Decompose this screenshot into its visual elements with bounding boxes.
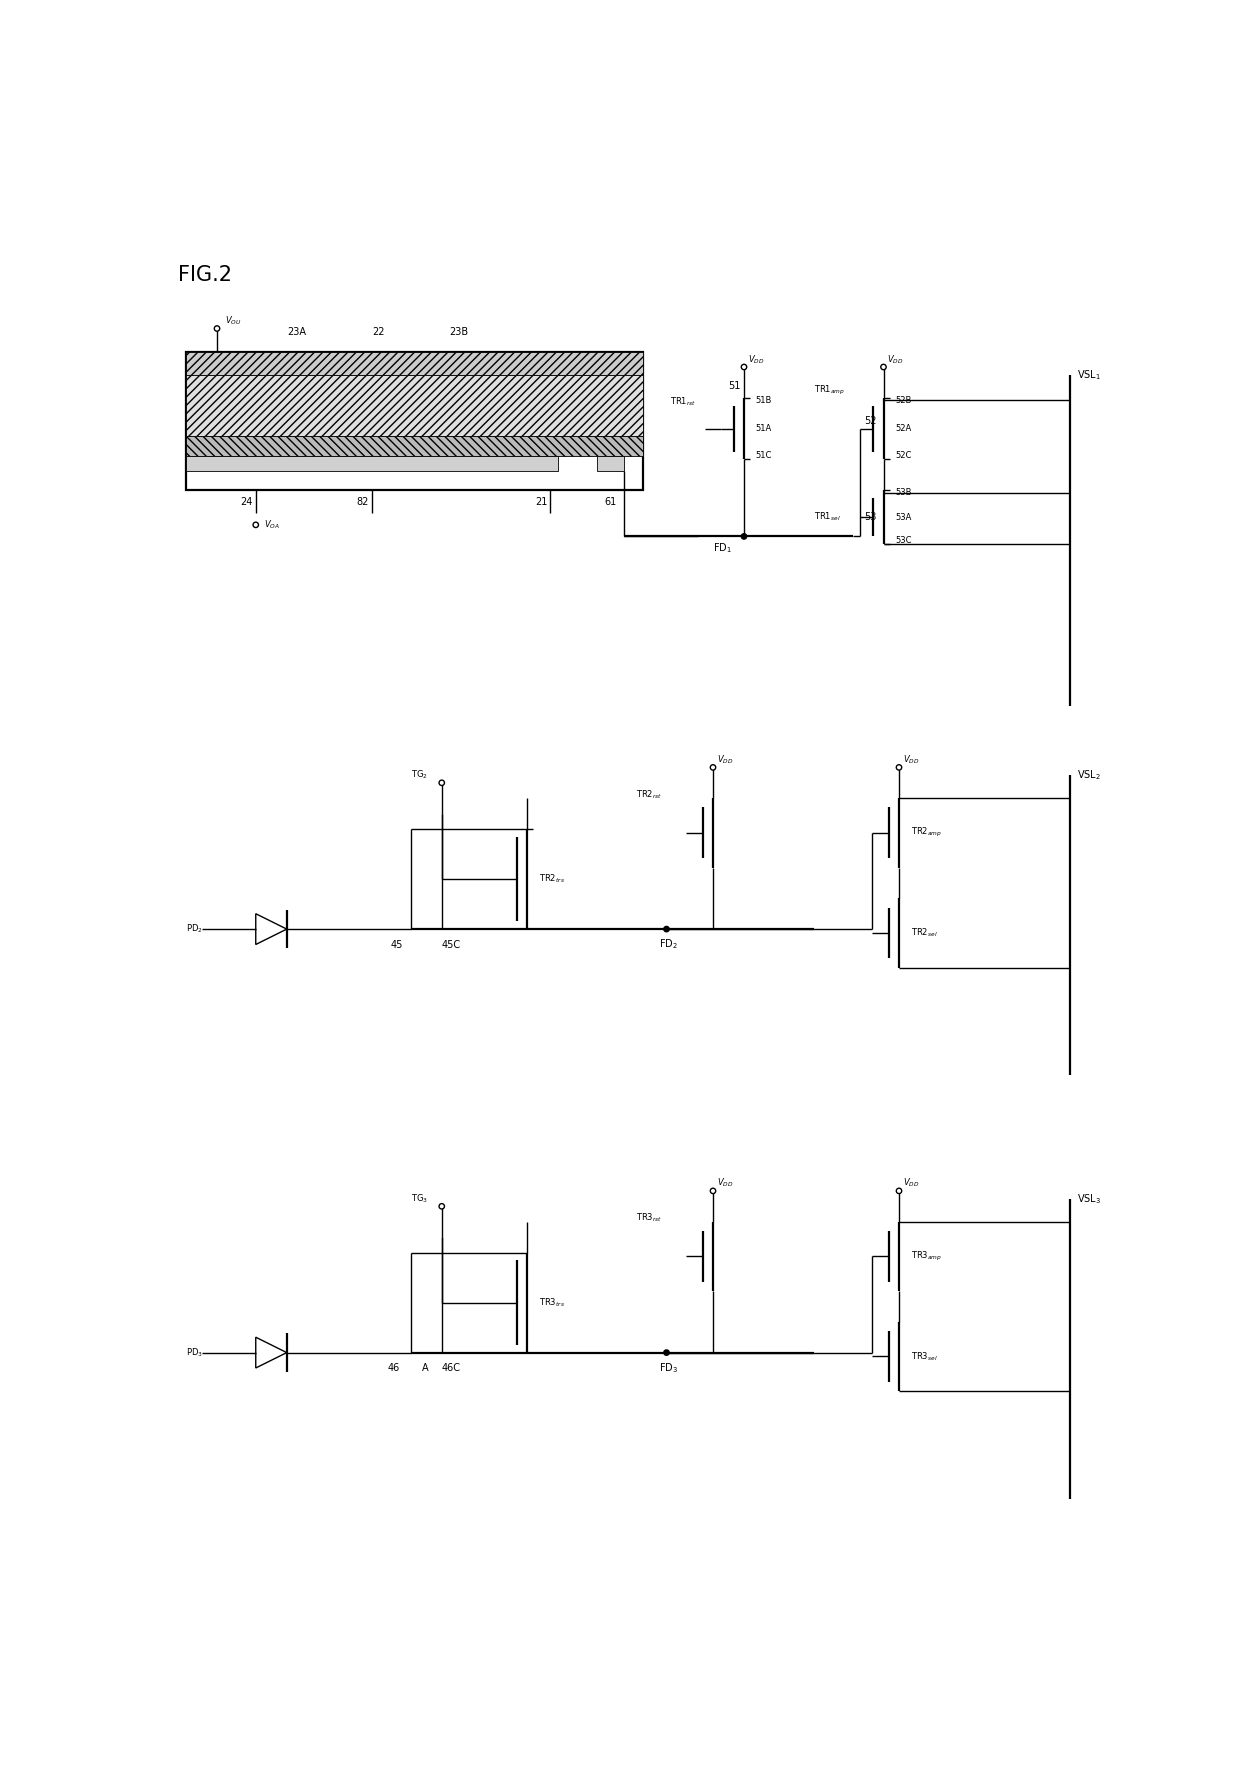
Text: $V_{DD}$: $V_{DD}$ — [903, 753, 919, 767]
Text: 46C: 46C — [441, 1363, 461, 1374]
Text: 61: 61 — [605, 497, 616, 506]
Text: 51A: 51A — [755, 424, 771, 433]
Text: PD$_3$: PD$_3$ — [186, 1347, 203, 1360]
Text: 24: 24 — [241, 497, 253, 506]
Text: TR2$_{rst}$: TR2$_{rst}$ — [635, 788, 662, 801]
Text: FD$_3$: FD$_3$ — [658, 1361, 678, 1376]
Circle shape — [711, 765, 715, 770]
Text: 51B: 51B — [755, 396, 773, 405]
Circle shape — [711, 1187, 715, 1193]
Text: 53C: 53C — [895, 536, 911, 545]
Text: TR2$_{sel}$: TR2$_{sel}$ — [910, 927, 937, 939]
Text: TR1$_{amp}$: TR1$_{amp}$ — [813, 383, 844, 396]
Text: TR3$_{amp}$: TR3$_{amp}$ — [910, 1250, 941, 1262]
Bar — [186, 351, 644, 490]
Text: $V_{OA}$: $V_{OA}$ — [263, 518, 279, 531]
Bar — [186, 456, 558, 470]
Text: TR2$_{trs}$: TR2$_{trs}$ — [538, 873, 564, 886]
Circle shape — [215, 327, 219, 332]
Text: 23A: 23A — [286, 327, 306, 337]
Text: VSL$_3$: VSL$_3$ — [1078, 1191, 1101, 1205]
Text: 52B: 52B — [895, 396, 911, 405]
Text: 52C: 52C — [895, 451, 911, 460]
Text: $V_{DD}$: $V_{DD}$ — [748, 353, 764, 366]
Text: TR3$_{trs}$: TR3$_{trs}$ — [538, 1296, 564, 1308]
Text: 82: 82 — [357, 497, 368, 506]
Circle shape — [897, 1187, 901, 1193]
Text: FD$_1$: FD$_1$ — [713, 541, 732, 556]
Text: 53: 53 — [864, 513, 877, 522]
Text: TR3$_{rst}$: TR3$_{rst}$ — [635, 1212, 662, 1225]
Text: $V_{DD}$: $V_{DD}$ — [717, 1177, 733, 1189]
Bar — [186, 437, 644, 456]
Text: PD$_2$: PD$_2$ — [186, 923, 203, 935]
Circle shape — [253, 522, 258, 527]
Text: 51: 51 — [729, 382, 740, 390]
Circle shape — [897, 765, 901, 770]
Text: A: A — [423, 1363, 429, 1374]
Text: VSL$_1$: VSL$_1$ — [1078, 367, 1101, 382]
Text: TG$_3$: TG$_3$ — [410, 1193, 428, 1205]
Text: 23B: 23B — [449, 327, 469, 337]
Text: 46: 46 — [387, 1363, 399, 1374]
Text: VSL$_2$: VSL$_2$ — [1078, 769, 1101, 783]
Text: 53B: 53B — [895, 488, 911, 497]
Circle shape — [663, 927, 670, 932]
Text: FIG.2: FIG.2 — [179, 264, 232, 284]
Circle shape — [880, 364, 887, 369]
Text: 45: 45 — [391, 939, 403, 950]
Bar — [186, 375, 644, 437]
Circle shape — [742, 534, 746, 540]
Text: 52A: 52A — [895, 424, 911, 433]
Circle shape — [742, 364, 746, 369]
Text: TR1$_{rst}$: TR1$_{rst}$ — [671, 396, 697, 408]
Text: TR1$_{sel}$: TR1$_{sel}$ — [813, 511, 841, 524]
Circle shape — [663, 1351, 670, 1356]
Text: 53A: 53A — [895, 513, 911, 522]
Text: 52: 52 — [864, 415, 877, 426]
Text: $V_{DD}$: $V_{DD}$ — [903, 1177, 919, 1189]
Bar — [596, 456, 624, 470]
Text: 22: 22 — [372, 327, 384, 337]
Text: TR3$_{sel}$: TR3$_{sel}$ — [910, 1351, 937, 1363]
Text: $V_{OU}$: $V_{OU}$ — [224, 314, 242, 327]
Text: TR2$_{amp}$: TR2$_{amp}$ — [910, 827, 941, 840]
Text: 45C: 45C — [441, 939, 461, 950]
Text: FD$_2$: FD$_2$ — [658, 937, 677, 951]
Circle shape — [439, 1203, 444, 1209]
Text: $V_{DD}$: $V_{DD}$ — [717, 753, 733, 767]
Text: $V_{DD}$: $V_{DD}$ — [888, 353, 904, 366]
Text: 51C: 51C — [755, 451, 773, 460]
Circle shape — [439, 779, 444, 786]
Text: 21: 21 — [534, 497, 547, 506]
Text: TG$_2$: TG$_2$ — [410, 769, 428, 781]
Bar — [186, 351, 644, 375]
